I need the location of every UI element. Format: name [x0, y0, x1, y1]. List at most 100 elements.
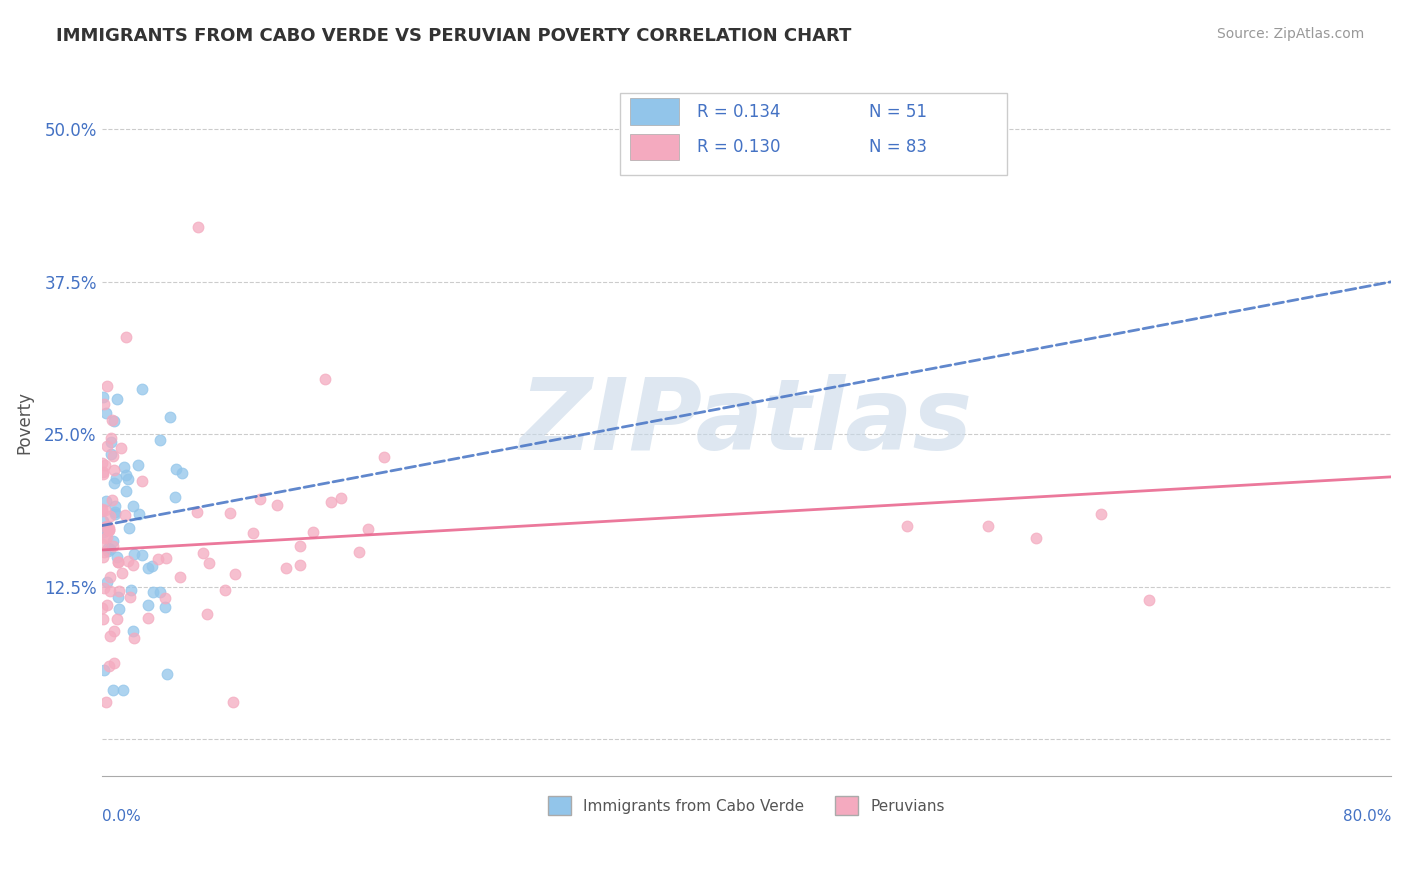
- Point: [93, 545, 115, 559]
- Point: [276, 560, 298, 574]
- Point: [198, 556, 221, 570]
- Point: [101, 683, 124, 698]
- Point: [149, 433, 172, 447]
- Point: [141, 558, 163, 573]
- Point: [221, 695, 243, 709]
- Point: [96, 379, 118, 393]
- Point: [148, 551, 170, 566]
- Point: [93, 664, 115, 678]
- Point: [91, 502, 114, 516]
- Point: [155, 599, 177, 614]
- Point: [219, 506, 242, 520]
- Point: [104, 470, 127, 484]
- Point: [329, 491, 352, 505]
- Point: [91, 524, 114, 539]
- Point: [103, 656, 125, 670]
- Text: R = 0.134: R = 0.134: [697, 103, 780, 120]
- Point: [136, 599, 159, 613]
- Point: [91, 391, 114, 405]
- Point: [97, 541, 120, 555]
- Point: [122, 499, 145, 513]
- Point: [195, 607, 218, 621]
- Point: [101, 413, 124, 427]
- Point: [93, 581, 115, 595]
- Point: [249, 491, 271, 506]
- Point: [98, 583, 121, 598]
- Point: [314, 372, 336, 386]
- Point: [165, 462, 187, 476]
- Point: [242, 525, 264, 540]
- Point: [96, 406, 118, 420]
- Text: R = 0.130: R = 0.130: [697, 138, 780, 156]
- Point: [103, 414, 125, 428]
- Point: [149, 585, 172, 599]
- Point: [288, 558, 311, 572]
- Point: [96, 519, 118, 533]
- Point: [93, 465, 115, 479]
- Point: [224, 567, 246, 582]
- Point: [94, 503, 117, 517]
- Point: [96, 575, 118, 590]
- Point: [97, 520, 120, 534]
- Point: [131, 475, 153, 489]
- Point: [91, 537, 114, 551]
- Point: [96, 439, 118, 453]
- Point: [97, 524, 120, 538]
- Point: [94, 458, 117, 472]
- Point: [122, 631, 145, 645]
- Point: [156, 666, 179, 681]
- Text: Source: ZipAtlas.com: Source: ZipAtlas.com: [1216, 27, 1364, 41]
- Point: [896, 518, 918, 533]
- Point: [128, 508, 150, 522]
- Point: [91, 467, 114, 481]
- Point: [187, 219, 209, 234]
- Point: [104, 507, 127, 521]
- Point: [105, 392, 128, 406]
- Point: [136, 561, 159, 575]
- Point: [101, 449, 124, 463]
- Point: [159, 409, 181, 424]
- Point: [117, 554, 139, 568]
- Point: [111, 683, 134, 698]
- Point: [1025, 531, 1047, 545]
- Point: [1090, 508, 1112, 522]
- Point: [115, 468, 138, 483]
- Point: [193, 546, 215, 560]
- Point: [103, 533, 125, 548]
- Point: [103, 475, 125, 490]
- Point: [100, 493, 122, 508]
- Point: [214, 583, 236, 598]
- Point: [100, 434, 122, 449]
- Point: [155, 551, 177, 566]
- Point: [100, 431, 122, 445]
- Point: [105, 612, 128, 626]
- Point: [91, 514, 114, 528]
- Point: [118, 590, 141, 604]
- Point: [97, 544, 120, 558]
- Point: [1137, 592, 1160, 607]
- Point: [100, 447, 122, 461]
- Point: [98, 569, 121, 583]
- Point: [98, 524, 121, 538]
- Text: 0.0%: 0.0%: [101, 809, 141, 824]
- Point: [301, 525, 323, 540]
- Point: [104, 505, 127, 519]
- Point: [117, 471, 139, 485]
- Point: [107, 555, 129, 569]
- Point: [91, 550, 114, 565]
- Point: [93, 520, 115, 534]
- Point: [97, 659, 120, 673]
- Point: [100, 509, 122, 524]
- Text: ZIPatlas: ZIPatlas: [520, 374, 973, 470]
- Point: [131, 383, 153, 397]
- Point: [115, 483, 138, 498]
- Point: [96, 695, 118, 709]
- Point: [142, 584, 165, 599]
- Point: [93, 397, 115, 411]
- Point: [91, 503, 114, 517]
- Text: 80.0%: 80.0%: [1343, 809, 1391, 824]
- Point: [186, 505, 208, 519]
- Point: [108, 602, 131, 616]
- Point: [155, 591, 177, 605]
- Point: [170, 466, 193, 480]
